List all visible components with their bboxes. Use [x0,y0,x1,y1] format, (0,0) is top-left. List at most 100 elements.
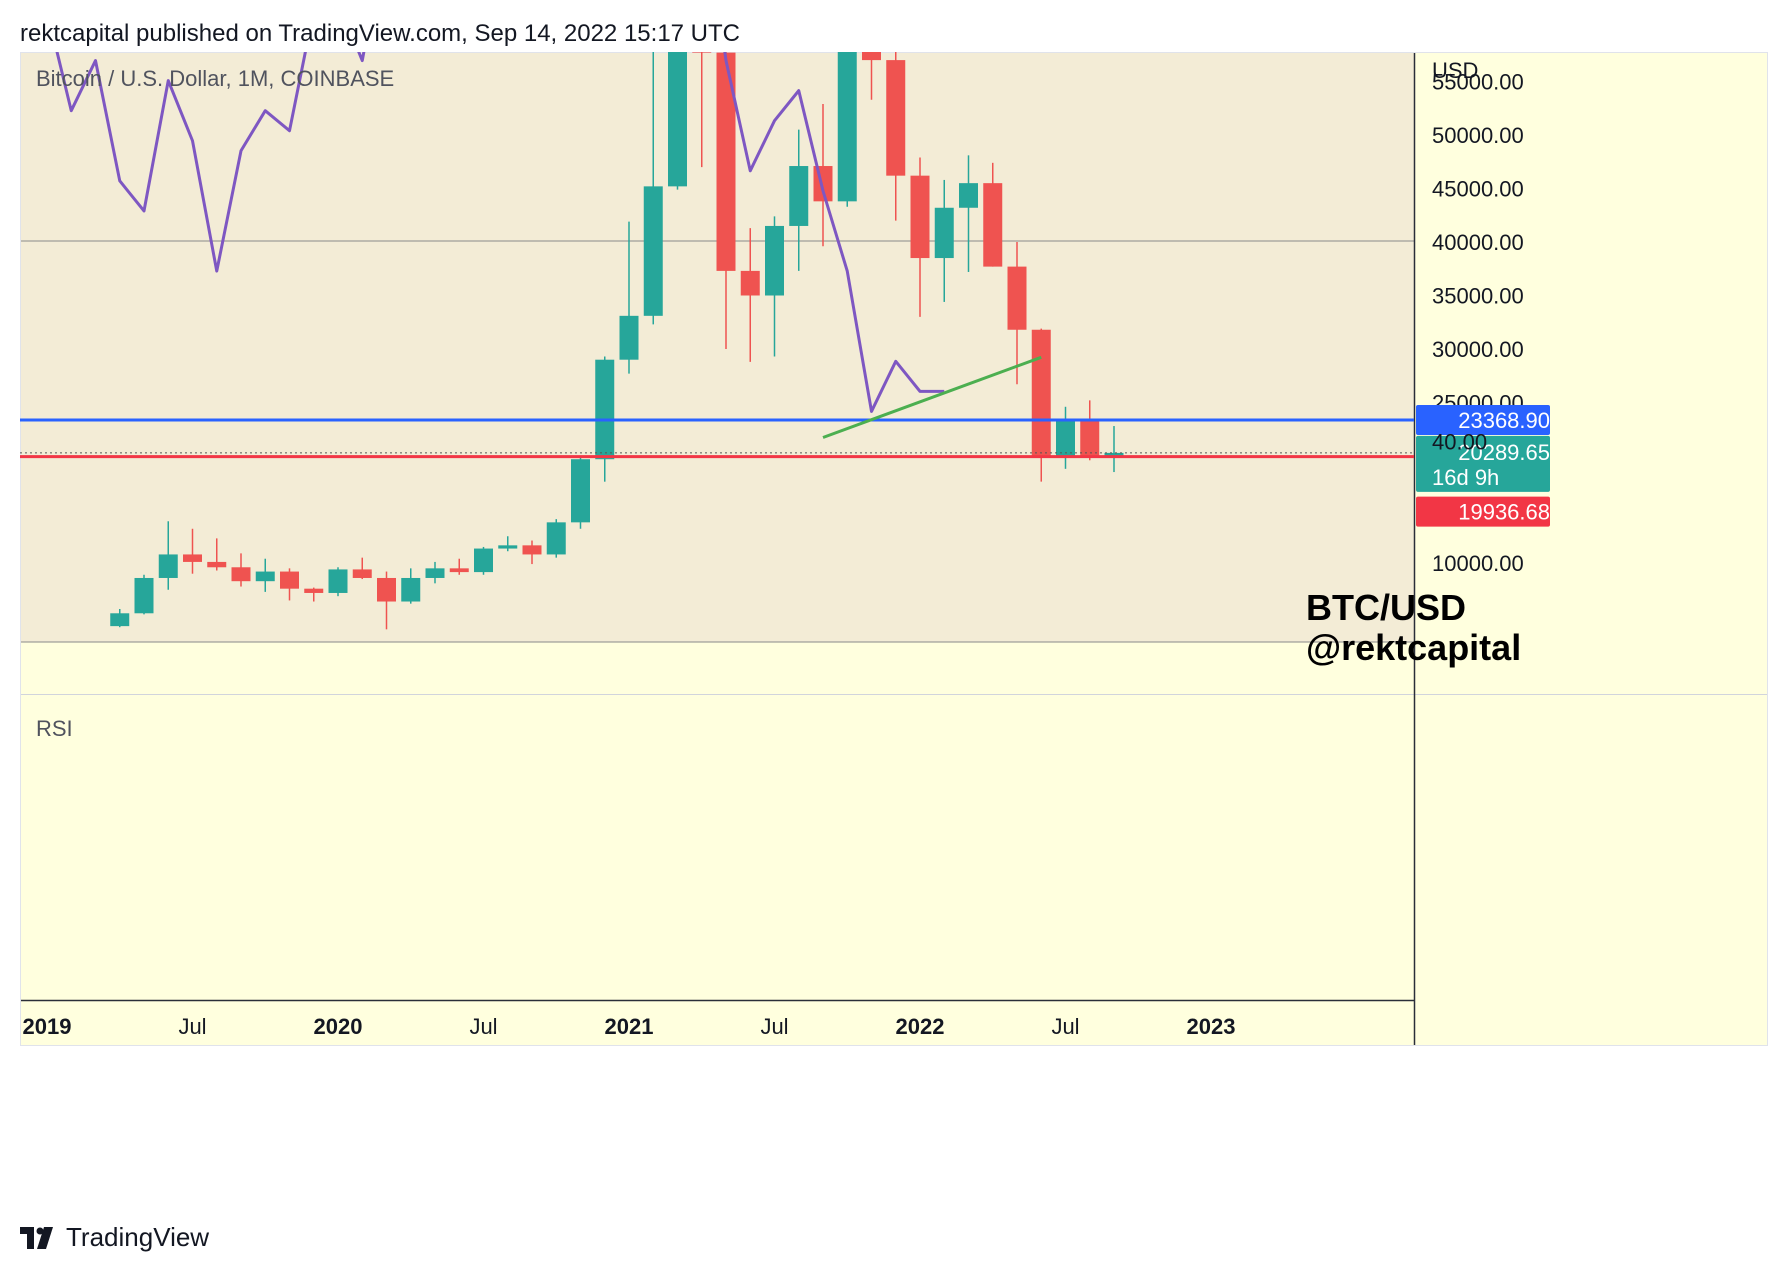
candle [886,52,906,221]
tradingview-footer[interactable]: TradingView [20,1222,209,1253]
candle-body [837,52,857,202]
candle [789,129,809,271]
candle [401,568,421,604]
candle [110,609,130,628]
candle-body [183,554,202,562]
price-plot [110,52,1124,630]
rsi-tick-label: 60.00 [1432,52,1487,54]
candle-body [571,459,590,523]
candle-body [716,52,736,271]
candle-body [304,588,324,593]
time-tick-label: Jul [760,1014,788,1039]
candle-body [643,186,663,316]
candle-body [1056,420,1075,458]
candle [619,221,639,374]
candle [352,557,372,580]
candle-body [328,569,348,593]
candle-body [352,569,372,578]
candle [158,521,178,590]
candle-body [983,183,1003,267]
candle [740,228,760,362]
time-tick-label: 2019 [23,1014,72,1039]
candle-body [1104,452,1124,456]
candle [571,457,590,529]
time-tick-label: Jul [178,1014,206,1039]
candle [668,52,687,190]
candle-body [619,315,639,360]
candle [1007,242,1027,385]
candle-body [959,183,978,208]
candle [207,538,227,571]
candle [280,568,299,601]
candle-body [595,359,615,460]
candle-body [765,225,784,296]
candle-body [207,561,227,568]
time-tick-label: 2020 [314,1014,363,1039]
candle-body [498,545,518,549]
candle [862,52,881,100]
candle-body [546,522,566,555]
candle [498,536,518,552]
candle [522,540,542,565]
candle [716,52,736,349]
candle-body [425,568,445,578]
rsi-tick-label: 40.00 [1432,430,1487,455]
candle-body [789,166,809,226]
chart-container[interactable]: USD60000.0055000.0050000.0045000.0040000… [20,52,1768,1198]
candle-body [692,52,712,53]
candle [1104,426,1124,473]
price-tick-label: 50000.00 [1432,123,1524,148]
candle-body [158,554,178,578]
candle [692,52,712,168]
candle [959,155,978,272]
candle-body [886,60,906,176]
candle [474,546,493,575]
support-badge-label: 19936.68 [1458,500,1550,525]
chart-canvas[interactable]: USD60000.0055000.0050000.0045000.0040000… [20,52,1768,1198]
price-tick-label: 10000.00 [1432,551,1524,576]
rsi-trendline [822,355,1042,439]
candle [183,528,202,574]
candle-body [449,568,469,573]
time-tick-label: Jul [1051,1014,1079,1039]
chart-frame [20,52,1768,1046]
publish-header: rektcapital published on TradingView.com… [20,20,740,47]
time-tick-label: 2021 [605,1014,654,1039]
price-tick-label: 30000.00 [1432,337,1524,362]
resistance-badge-label: 23368.90 [1458,408,1550,433]
time-tick-label: 2023 [1187,1014,1236,1039]
candle [377,571,396,630]
candle-body [910,175,930,259]
candle [425,561,445,584]
candle [934,179,954,302]
candle [449,558,469,575]
candle [643,52,663,325]
candle-body [522,545,542,555]
candle-body [1031,329,1051,458]
resistance-badge [1416,404,1550,435]
price-tick-label: 35000.00 [1432,284,1524,309]
price-axis-currency: USD [1432,58,1478,83]
candle-body [474,548,493,573]
time-tick-label: Jul [469,1014,497,1039]
candle [231,553,251,587]
candle-body [377,577,396,602]
countdown-label: 16d 9h [1432,465,1499,490]
price-pane-title: Bitcoin / U.S. Dollar, 1M, COINBASE [36,66,395,91]
rsi-line [55,52,945,413]
last-price-badge-label: 20289.65 [1458,440,1550,465]
candle-body [401,577,421,602]
candle [1080,400,1100,461]
candle [837,52,857,207]
candle-body [255,571,275,582]
candle [910,157,930,317]
candle-body [110,613,130,627]
candle-body [1007,266,1027,330]
last-price-badge [1416,435,1550,492]
overlay-pair-label: BTC/USD [1306,587,1466,628]
candle [255,558,275,592]
candle [304,587,324,602]
candle [134,574,154,615]
overlay-author-label: @rektcapital [1306,627,1522,668]
candle-body [934,207,954,259]
